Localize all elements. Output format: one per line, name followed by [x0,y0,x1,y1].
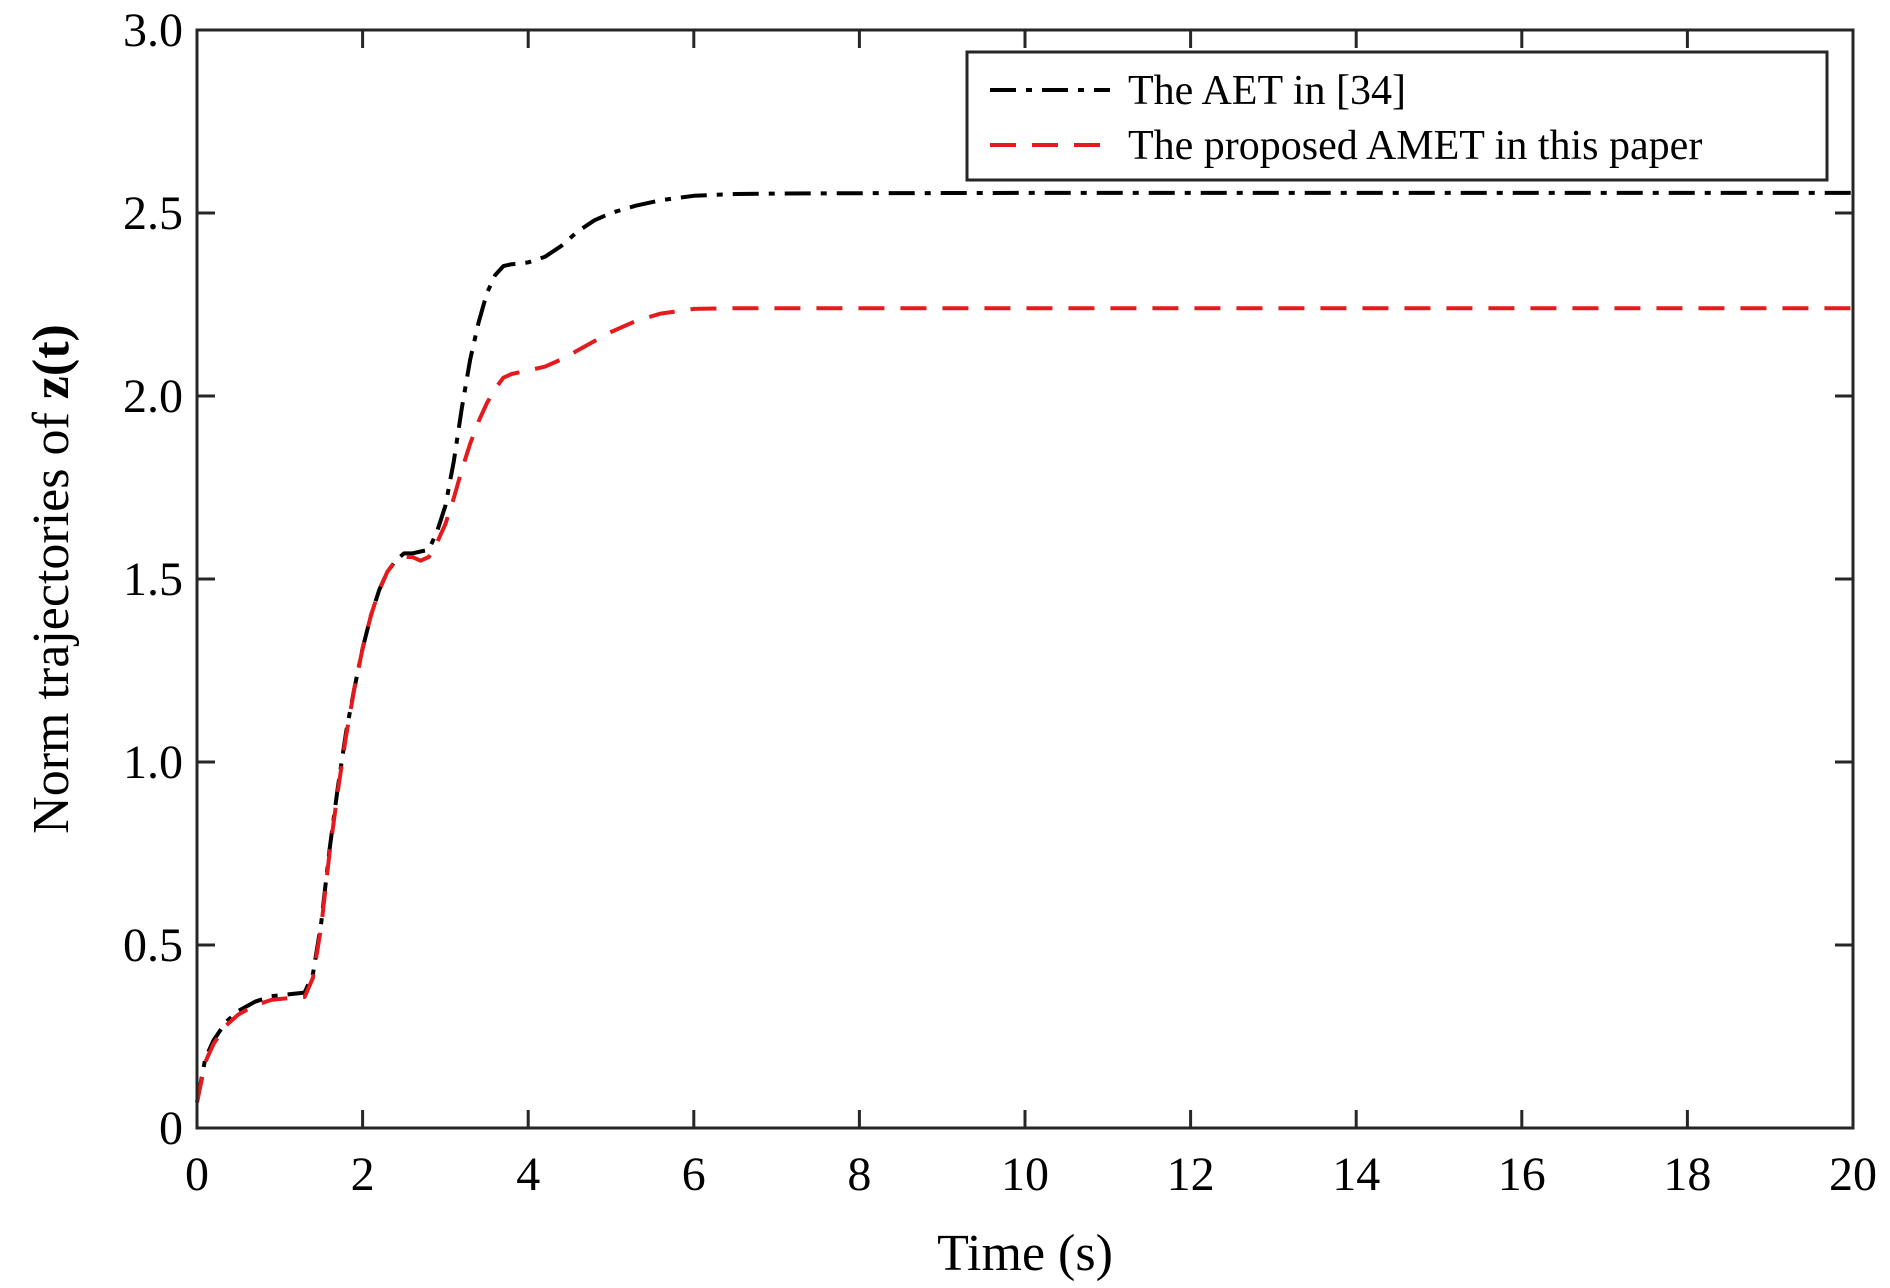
plot-area: 0 2 4 6 8 10 12 14 16 18 20 0 0.5 1.0 1.5 2.0 2.5 3.0 [123,4,1877,1201]
y-tick-label: 1.5 [123,553,183,606]
x-tick-label: 16 [1498,1148,1546,1201]
x-tick-label: 2 [351,1148,375,1201]
legend-label-amet: The proposed AMET in this paper [1128,123,1702,169]
x-tick-label: 10 [1001,1148,1049,1201]
y-axis-ticks: 0 0.5 1.0 1.5 2.0 2.5 3.0 [123,4,1853,1155]
x-axis-label: Time (s) [937,1225,1113,1282]
x-tick-label: 14 [1332,1148,1380,1201]
y-tick-label: 2.5 [123,187,183,240]
y-tick-label: 0.5 [123,919,183,972]
x-tick-label: 8 [847,1148,871,1201]
series-line-1 [195,306,1853,1103]
x-axis-ticks: 0 2 4 6 8 10 12 14 16 18 20 [185,30,1877,1201]
y-axis-label-variable: z(t) [23,324,80,399]
x-tick-label: 0 [185,1148,209,1201]
legend: The AET in [34] The proposed AMET in thi… [965,50,1829,182]
x-tick-label: 18 [1663,1148,1711,1201]
y-axis-label: Norm trajectories of z(t) [23,324,80,834]
legend-box [965,50,1829,182]
x-tick-label: 4 [516,1148,540,1201]
y-tick-label: 0 [159,1102,183,1155]
y-tick-label: 3.0 [123,4,183,57]
x-tick-label: 6 [682,1148,706,1201]
series-lines [195,190,1853,1103]
x-tick-label: 12 [1167,1148,1215,1201]
x-tick-label: 20 [1829,1148,1877,1201]
series-line-0 [195,190,1853,1103]
y-tick-label: 2.0 [123,370,183,423]
legend-label-aet: The AET in [34] [1128,68,1406,114]
y-tick-label: 1.0 [123,736,183,789]
y-axis-label-prefix: Norm trajectories of [23,399,80,834]
